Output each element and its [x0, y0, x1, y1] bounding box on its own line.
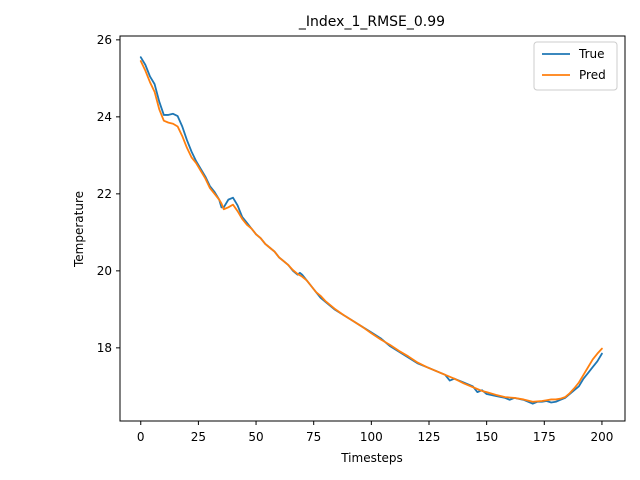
x-tick-label: 175 [533, 430, 556, 444]
x-tick-label: 25 [191, 430, 206, 444]
y-tick-label: 20 [97, 264, 112, 278]
x-axis-label: Timesteps [340, 451, 403, 465]
x-tick-label: 75 [306, 430, 321, 444]
plot-frame [119, 35, 626, 422]
x-tick-label: 150 [475, 430, 498, 444]
x-tick-label: 50 [248, 430, 263, 444]
legend: True Pred [533, 41, 618, 91]
legend-label-true: True [578, 47, 605, 61]
y-tick-label: 24 [97, 110, 112, 124]
x-tick-label: 125 [418, 430, 441, 444]
y-tick-label: 18 [97, 341, 112, 355]
legend-box [533, 41, 618, 91]
y-tick-label: 22 [97, 187, 112, 201]
chart-title: _Index_1_RMSE_0.99 [298, 14, 445, 30]
series-layer [139, 56, 603, 405]
y-axis-label: Temperature [72, 191, 86, 268]
x-tick-label: 200 [590, 430, 613, 444]
axes-layer: 0 25 50 75 100 125 150 175 200 18 20 22 24 26 [97, 33, 626, 444]
series-line-pred [139, 60, 603, 403]
legend-label-pred: Pred [579, 68, 606, 82]
x-tick-label: 0 [137, 430, 145, 444]
x-tick-label: 100 [360, 430, 383, 444]
y-tick-label: 26 [97, 33, 112, 47]
